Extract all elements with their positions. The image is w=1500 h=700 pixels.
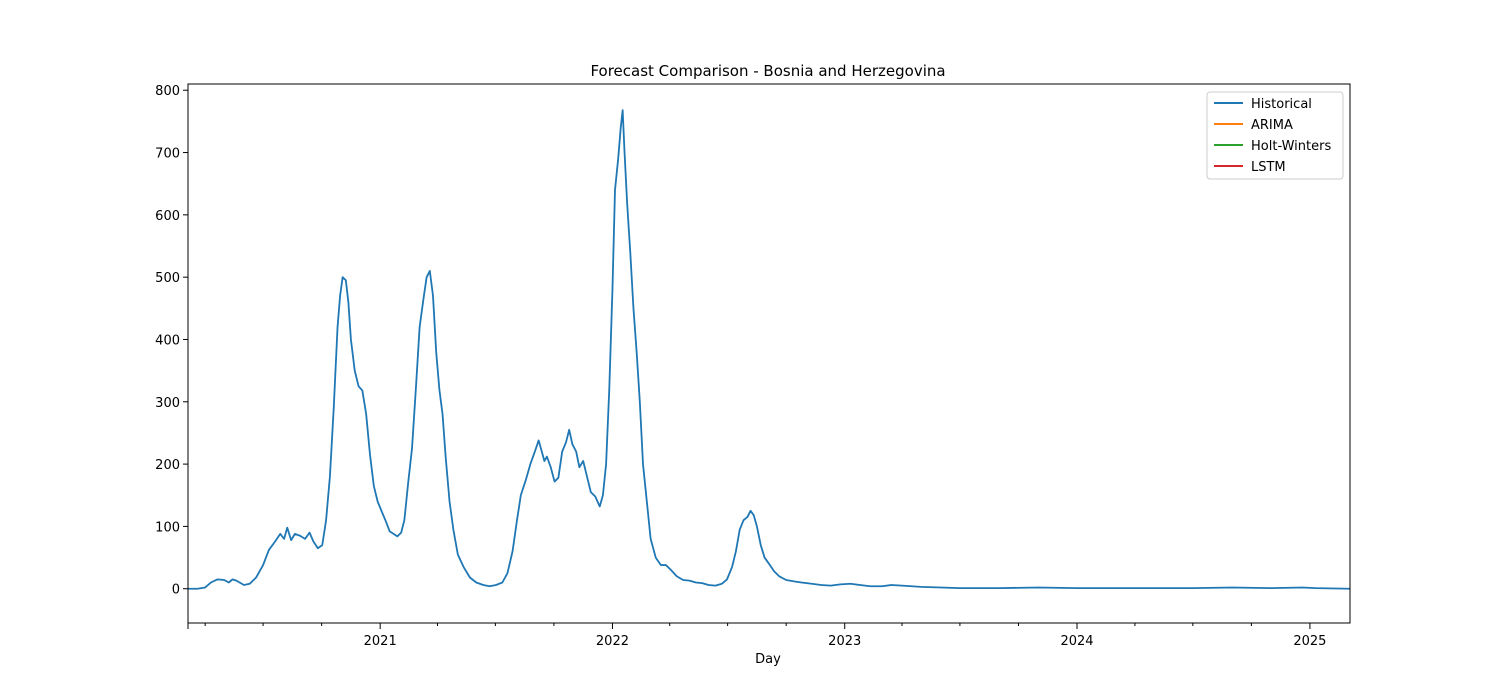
x-axis: 2021 2022 2023 2024 2025	[187, 623, 1326, 649]
x-tick-label: 2025	[1293, 634, 1326, 649]
x-tick-label: 2023	[828, 634, 861, 649]
legend-entry-label: Holt-Winters	[1251, 139, 1331, 154]
axes-frame	[187, 83, 1351, 624]
plot-area	[188, 109, 1350, 590]
y-tick-label: 100	[155, 520, 180, 535]
y-axis: 0 100 200 300 400 500 600 700 800	[155, 84, 188, 598]
x-tick-label: 2022	[596, 634, 629, 649]
legend-entry-label: Historical	[1251, 97, 1312, 112]
legend-box	[1206, 91, 1344, 180]
x-tick-label: 2024	[1060, 634, 1093, 649]
y-tick-label: 0	[172, 583, 180, 598]
series-line-historical	[188, 109, 1350, 590]
y-tick-label: 700	[155, 147, 180, 162]
y-tick-label: 600	[155, 209, 180, 224]
legend-entry-label: LSTM	[1251, 160, 1286, 175]
y-tick-label: 800	[155, 84, 180, 99]
y-tick-label: 300	[155, 396, 180, 411]
x-tick-label: 2021	[364, 634, 397, 649]
x-axis-label: Day	[755, 652, 781, 667]
y-tick-label: 500	[155, 271, 180, 286]
chart-title: Forecast Comparison - Bosnia and Herzego…	[590, 62, 945, 80]
legend-entry-label: ARIMA	[1251, 118, 1293, 133]
y-tick-label: 400	[155, 333, 180, 348]
legend: Historical ARIMA Holt-Winters LSTM	[1206, 91, 1344, 180]
y-tick-label: 200	[155, 458, 180, 473]
